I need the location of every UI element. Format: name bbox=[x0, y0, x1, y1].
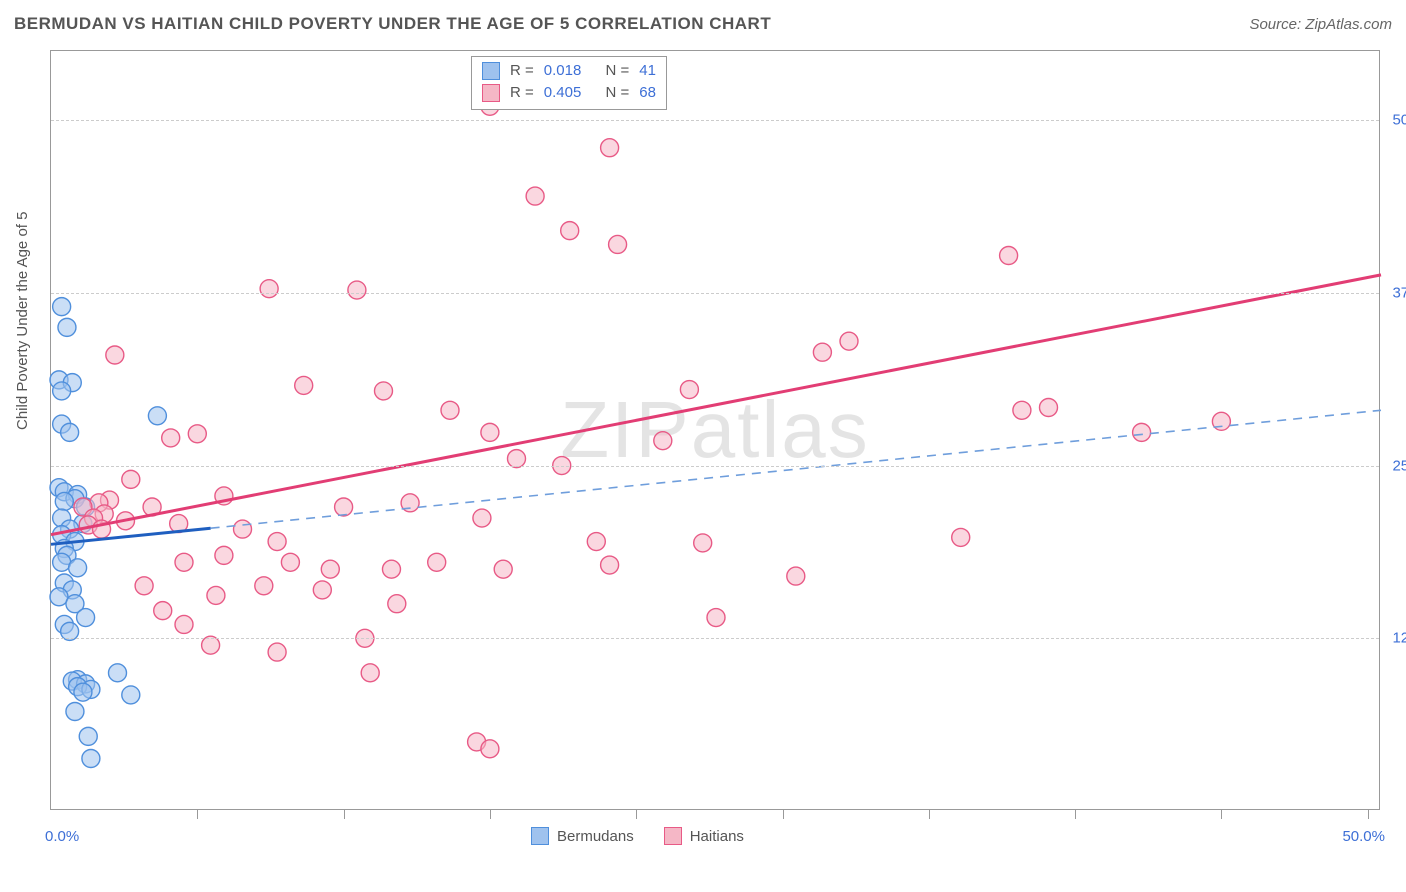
y-gridline-label: 37.5% bbox=[1392, 284, 1406, 301]
x-axis-max-label: 50.0% bbox=[1342, 828, 1385, 845]
y-axis-label: Child Poverty Under the Age of 5 bbox=[14, 212, 31, 430]
x-axis-min-label: 0.0% bbox=[45, 828, 79, 845]
stats-row-haitians: R = 0.405 N = 68 bbox=[482, 82, 656, 104]
scatter-plot: ZIPatlas R = 0.018 N = 41 R = 0.405 N = … bbox=[50, 50, 1380, 810]
plot-svg bbox=[51, 51, 1379, 809]
stat-label-n2: N = bbox=[605, 82, 629, 104]
legend-label-haitians: Haitians bbox=[690, 828, 744, 845]
legend-swatch-bermudans bbox=[531, 827, 549, 845]
stat-label-n: N = bbox=[605, 60, 629, 82]
stat-label-r2: R = bbox=[510, 82, 534, 104]
stats-row-bermudans: R = 0.018 N = 41 bbox=[482, 60, 656, 82]
bottom-legend: Bermudans Haitians bbox=[531, 827, 744, 845]
stat-r-haitians: 0.405 bbox=[544, 82, 582, 104]
legend-swatch-haitians bbox=[664, 827, 682, 845]
legend-item-bermudans: Bermudans bbox=[531, 827, 634, 845]
y-gridline-label: 25.0% bbox=[1392, 457, 1406, 474]
stat-n-haitians: 68 bbox=[639, 82, 656, 104]
title-bar: BERMUDAN VS HAITIAN CHILD POVERTY UNDER … bbox=[14, 14, 1392, 34]
stat-label-r: R = bbox=[510, 60, 534, 82]
legend-item-haitians: Haitians bbox=[664, 827, 744, 845]
legend-label-bermudans: Bermudans bbox=[557, 828, 634, 845]
source-text: Source: ZipAtlas.com bbox=[1249, 16, 1392, 33]
y-gridline-label: 50.0% bbox=[1392, 112, 1406, 129]
swatch-bermudans bbox=[482, 62, 500, 80]
stat-n-bermudans: 41 bbox=[639, 60, 656, 82]
stat-r-bermudans: 0.018 bbox=[544, 60, 582, 82]
y-gridline-label: 12.5% bbox=[1392, 630, 1406, 647]
swatch-haitians bbox=[482, 84, 500, 102]
stats-box: R = 0.018 N = 41 R = 0.405 N = 68 bbox=[471, 56, 667, 110]
chart-title: BERMUDAN VS HAITIAN CHILD POVERTY UNDER … bbox=[14, 14, 771, 34]
